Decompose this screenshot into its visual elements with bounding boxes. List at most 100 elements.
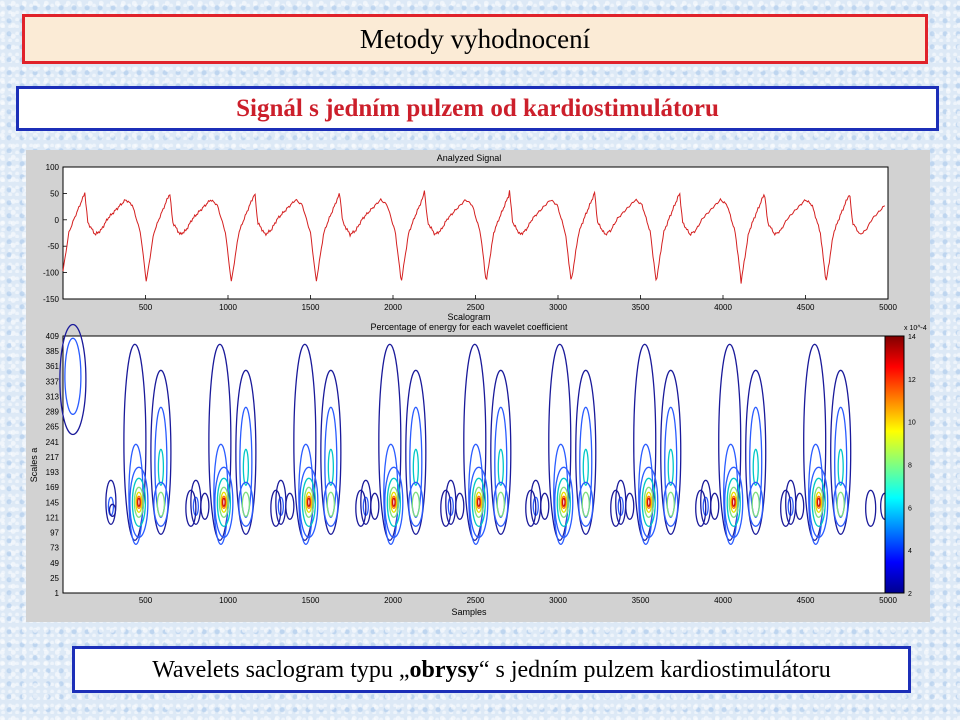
contour-line xyxy=(463,343,487,541)
signal-y-tick-label: 0 xyxy=(55,216,60,225)
contour-line xyxy=(664,406,678,518)
contour-line xyxy=(497,448,504,486)
contour-line xyxy=(108,503,117,517)
scalogram-y-tick-label: 265 xyxy=(46,423,60,432)
colorbar-tick-label: 12 xyxy=(908,377,916,384)
signal-x-tick-label: 2000 xyxy=(384,303,402,312)
contour-line xyxy=(469,466,489,538)
contour-line xyxy=(667,448,674,486)
contour-line xyxy=(836,491,845,517)
scalogram-y-tick-label: 97 xyxy=(50,529,59,538)
scalogram-y-tick-label: 1 xyxy=(55,589,60,598)
contour-line xyxy=(752,448,759,486)
contour-line xyxy=(646,495,652,509)
contour-line xyxy=(301,477,317,527)
signal-line xyxy=(62,190,885,284)
contour-line xyxy=(390,491,398,513)
colorbar-tick-label: 2 xyxy=(908,591,912,598)
signal-x-tick-label: 500 xyxy=(139,303,153,312)
contour-line xyxy=(749,406,763,518)
contour-line xyxy=(326,491,336,517)
scalogram-y-tick-label: 145 xyxy=(46,498,60,507)
contour-line xyxy=(133,486,145,518)
signal-x-ticks: 500 1000 1500 2000 2500 3000 3500 4000 4500 5000 xyxy=(139,295,897,312)
scalogram-y-tick-label: 361 xyxy=(46,362,60,371)
contour-line xyxy=(558,486,569,518)
contour-line xyxy=(643,486,654,518)
contour-line xyxy=(471,477,486,527)
signal-y-ticks: 100 50 0 -50 -100 -150 xyxy=(43,163,67,304)
contour-line xyxy=(129,466,149,538)
contour-line xyxy=(473,486,484,518)
contour-line xyxy=(388,486,399,518)
contour-line xyxy=(136,495,142,509)
contour-line xyxy=(490,369,512,535)
contour-line xyxy=(105,479,117,525)
contour-line xyxy=(645,491,653,513)
signal-y-tick-label: -50 xyxy=(47,242,59,251)
scalogram-y-label: Scales a xyxy=(29,448,39,483)
contour-line xyxy=(370,492,380,520)
scalogram-y-tick-label: 289 xyxy=(46,408,60,417)
contour-line xyxy=(811,477,826,527)
contour-line xyxy=(476,497,481,507)
contour-line xyxy=(327,448,335,486)
contour-line xyxy=(157,448,165,486)
signal-x-tick-label: 3000 xyxy=(549,303,567,312)
contour-line xyxy=(660,369,682,535)
contour-line xyxy=(695,489,707,527)
scalogram-y-ticks: 409 385 361 337 313 289 265 241 217 193 169 145 121 9… xyxy=(46,332,60,598)
contour-line xyxy=(748,481,764,527)
contour-line xyxy=(455,492,465,520)
contour-line xyxy=(324,406,338,518)
contour-line xyxy=(731,497,736,507)
contour-line xyxy=(320,369,342,535)
contour-line xyxy=(795,492,805,520)
contour-line xyxy=(730,491,738,513)
caption-bold-word: obrysy xyxy=(409,657,479,683)
colorbar-tick-label: 8 xyxy=(908,463,912,470)
scalogram-x-tick-label: 3500 xyxy=(632,596,650,605)
contour-line xyxy=(641,477,656,527)
scalogram-x-tick-label: 1500 xyxy=(302,596,320,605)
scalogram-y-tick-label: 73 xyxy=(50,544,59,553)
contour-line xyxy=(610,489,622,527)
contour-line xyxy=(214,466,234,538)
caption-text-end: s jedním pulzem kardiostimulátoru xyxy=(489,657,831,683)
scalogram-title: Scalogram xyxy=(447,312,490,322)
scalogram-x-tick-label: 3000 xyxy=(549,596,567,605)
contour-line xyxy=(803,343,827,541)
contour-line xyxy=(475,491,483,513)
contour-line xyxy=(299,466,319,538)
contour-line xyxy=(816,497,821,507)
contour-line xyxy=(306,495,312,509)
contour-line xyxy=(305,491,313,513)
contour-line xyxy=(238,481,254,527)
colorbar-tick-label: 14 xyxy=(908,334,916,341)
contour-line xyxy=(64,337,82,415)
scalogram-y-tick-label: 385 xyxy=(46,347,60,356)
contour-line xyxy=(646,497,651,507)
contour-line xyxy=(409,406,423,518)
signal-title: Analyzed Signal xyxy=(437,153,502,163)
slide-title: Metody vyhodnocení xyxy=(359,24,591,54)
contour-line xyxy=(386,477,401,527)
colorbar-unit-label: x 10^-4 xyxy=(904,325,927,332)
contour-line xyxy=(780,489,792,527)
scalogram-contours xyxy=(59,323,890,545)
colorbar-tick-label: 6 xyxy=(908,505,912,512)
contour-line xyxy=(241,491,251,517)
caption-quote-open: „ xyxy=(398,657,410,683)
contour-line xyxy=(156,491,166,517)
contour-line xyxy=(639,466,659,538)
contour-line xyxy=(411,491,420,517)
colorbar-tick-label: 10 xyxy=(908,420,916,427)
scalogram-y-tick-label: 409 xyxy=(46,332,60,341)
scalogram-subtitle: Percentage of energy for each wavelet co… xyxy=(371,322,568,332)
contour-line xyxy=(493,481,509,527)
contour-line xyxy=(185,489,197,527)
contour-line xyxy=(293,343,317,541)
contour-line xyxy=(220,491,228,513)
contour-line xyxy=(476,495,482,509)
contour-line xyxy=(378,343,402,541)
